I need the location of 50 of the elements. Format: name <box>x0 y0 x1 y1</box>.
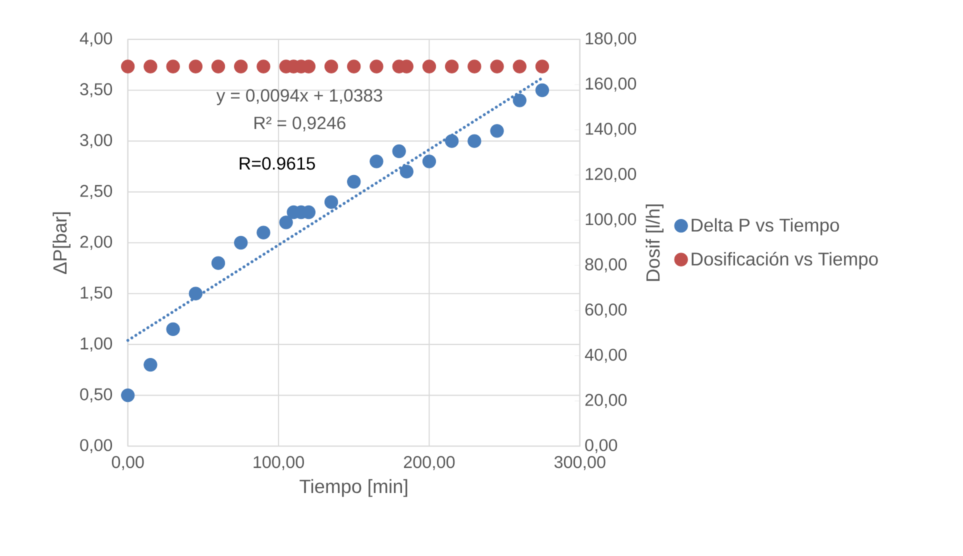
point <box>121 388 135 402</box>
x-tick-label: 200,00 <box>404 456 455 470</box>
y2-axis-title: Dosif [l/h] <box>646 204 664 281</box>
legend-label: Delta P vs Tiempo <box>692 218 839 236</box>
point <box>279 215 293 230</box>
annotation: R² = 0,9246 <box>254 116 346 132</box>
y2-tick-label: 20,00 <box>585 394 627 408</box>
y2-tick-label: 60,00 <box>585 303 627 318</box>
point <box>234 236 248 250</box>
legend-label: Dosificación vs Tiempo <box>692 252 878 269</box>
y-tick-label: 3,00 <box>80 134 112 148</box>
point <box>392 144 406 158</box>
y-axis-title: ΔP[bar] <box>52 212 70 274</box>
y-tick-label: 1,00 <box>80 337 112 352</box>
point <box>490 124 504 138</box>
y2-tick-label: 140,00 <box>586 122 636 137</box>
point <box>211 256 226 270</box>
point <box>256 226 270 240</box>
point <box>188 286 202 300</box>
x-tick-label: 0,00 <box>112 456 144 470</box>
y2-tick-label: 100,00 <box>586 212 636 227</box>
y-tick-label: 0,00 <box>80 438 112 453</box>
y-tick-label: 3,50 <box>80 82 112 98</box>
y-tick-label: 4,00 <box>80 32 112 46</box>
point <box>166 322 180 336</box>
point <box>444 134 459 148</box>
x-tick-label: 100,00 <box>254 456 304 470</box>
y2-tick-label: 40,00 <box>584 348 627 363</box>
annotation: R=0.9615 <box>240 156 315 170</box>
y2-tick-label: 120,00 <box>586 168 636 182</box>
point <box>370 154 384 168</box>
point <box>512 93 526 108</box>
point <box>422 154 436 168</box>
y-tick-label: 2,00 <box>80 235 112 250</box>
point <box>144 358 158 372</box>
x-axis-title: Tiempo [min] <box>300 478 408 497</box>
point <box>347 174 361 188</box>
point <box>400 164 414 178</box>
y-tick-label: 2,50 <box>80 184 112 199</box>
x-tick-label: 300,00 <box>554 456 606 470</box>
point <box>468 134 482 148</box>
y-tick-label: 1,50 <box>80 286 112 300</box>
point <box>535 83 550 97</box>
y2-tick-label: 80,00 <box>585 258 627 272</box>
y2-tick-label: 180,00 <box>586 32 636 46</box>
y-tick-label: 0,50 <box>80 388 112 402</box>
y2-tick-label: 160,00 <box>586 77 636 92</box>
y2-tick-label: 0,00 <box>585 438 618 453</box>
point <box>324 195 338 209</box>
annotation: y = 0,0094x + 1,0383 <box>216 88 382 105</box>
